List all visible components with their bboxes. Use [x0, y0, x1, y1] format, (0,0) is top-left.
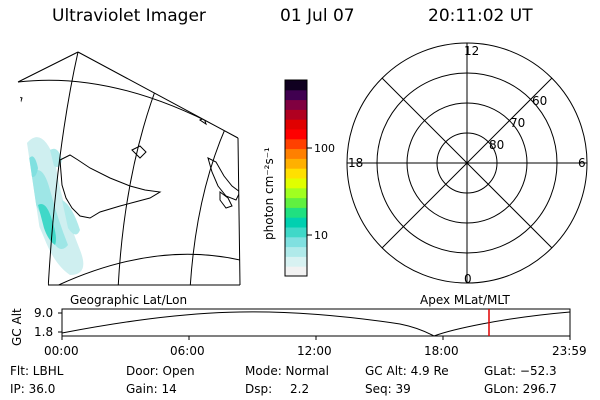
colorbar-swatch: [285, 119, 307, 130]
dsp-value: 2.2: [290, 382, 310, 396]
door-label: Door: Open: [126, 364, 195, 378]
colorbar-tick-label-100: 100: [314, 142, 335, 155]
x-tick-1200: 12:00: [297, 344, 332, 358]
mlt-label-12: 12: [464, 44, 479, 58]
x-tick-0600: 06:00: [170, 344, 205, 358]
colorbar-swatch: [285, 138, 307, 150]
apex-label: Apex MLat/MLT: [420, 293, 510, 307]
altitude-ymin: 1.8: [34, 325, 54, 339]
x-tick-2359: 23:59: [552, 344, 587, 358]
glat-label: GLat: −52.3: [484, 364, 557, 378]
mode-label: Mode: Normal: [245, 364, 329, 378]
colorbar-swatch: [285, 227, 307, 238]
colorbar-swatch: [285, 246, 307, 257]
colorbar-swatch: [285, 207, 307, 218]
colorbar-swatches: [285, 80, 307, 277]
colorbar-swatch: [285, 158, 307, 169]
colorbar-swatch: [285, 217, 307, 228]
colorbar-swatch: [285, 197, 307, 208]
mlt-label-0: 0: [464, 272, 472, 286]
geographic-label: Geographic Lat/Lon: [70, 293, 188, 307]
time-label: 20:11:02 UT: [428, 6, 533, 26]
polar-diagonal-2: [381, 77, 553, 249]
ip-label: IP: 36.0: [10, 382, 56, 396]
x-tick-1800: 18:00: [424, 344, 459, 358]
colorbar-tick-label-10: 10: [314, 229, 328, 242]
instrument-title: Ultraviolet Imager: [52, 6, 206, 26]
colorbar-swatch: [285, 129, 307, 140]
colorbar-swatch: [285, 187, 307, 199]
x-tick-0000: 00:00: [44, 344, 79, 358]
aurora-emission: [22, 137, 84, 275]
gain-label: Gain: 14: [126, 382, 177, 396]
colorbar: 100 10: [284, 79, 335, 277]
lat-label-80: 80: [489, 138, 504, 152]
colorbar-swatch: [285, 168, 307, 179]
seq-label: Seq: 39: [365, 382, 411, 396]
colorbar-swatch: [285, 236, 307, 248]
mlt-label-18: 18: [348, 156, 363, 170]
lat-label-60: 60: [532, 94, 547, 108]
colorbar-swatch: [285, 266, 307, 277]
altitude-curve: [61, 311, 571, 337]
dsp-label: Dsp:: [245, 382, 273, 396]
gc-alt-label: GC Alt: 4.9 Re: [365, 364, 449, 378]
colorbar-swatch: [285, 89, 307, 101]
colorbar-swatch: [285, 256, 307, 267]
date-label: 01 Jul 07: [280, 6, 355, 26]
altitude-ymax: 9.0: [34, 306, 54, 320]
colorbar-swatch: [285, 80, 307, 91]
colorbar-swatch: [285, 148, 307, 159]
polar-plot: 12 18 6 0 60 70 80: [346, 42, 588, 286]
colorbar-swatch: [285, 99, 307, 110]
glon-label: GLon: 296.7: [484, 382, 557, 396]
lat-label-70: 70: [510, 116, 525, 130]
colorbar-swatch: [285, 178, 307, 189]
mlt-label-6: 6: [578, 156, 586, 170]
colorbar-swatch: [285, 109, 307, 120]
filter-label: Flt: LBHL: [10, 364, 64, 378]
